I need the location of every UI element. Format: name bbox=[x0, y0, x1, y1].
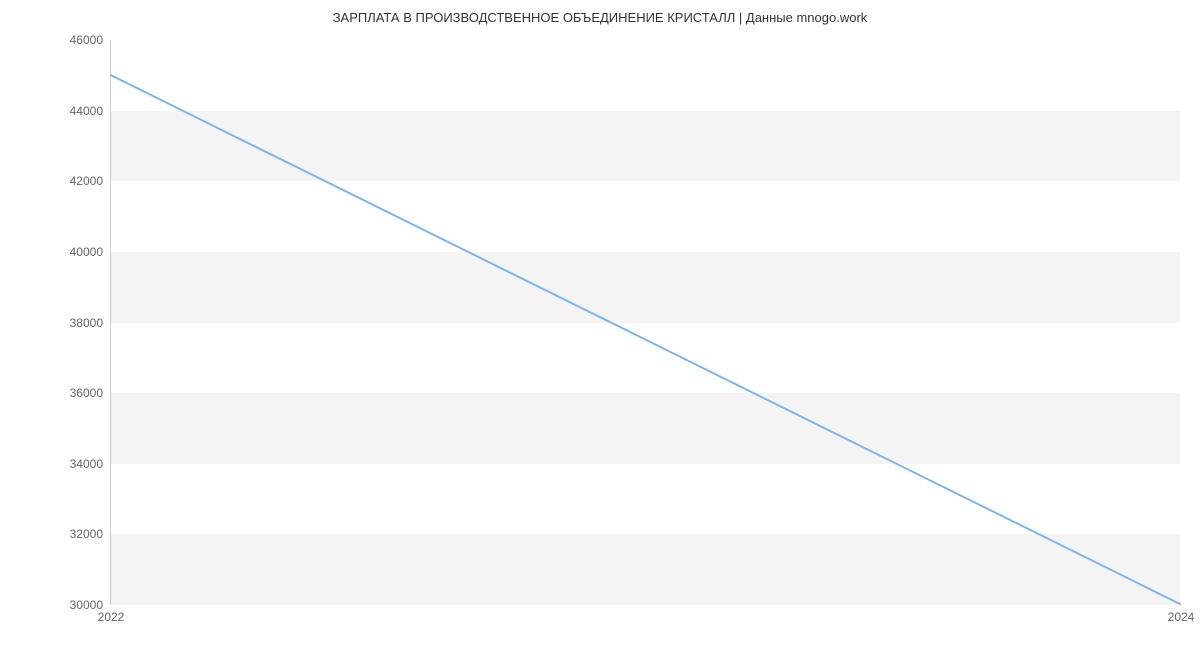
chart-title: ЗАРПЛАТА В ПРОИЗВОДСТВЕННОЕ ОБЪЕДИНЕНИЕ … bbox=[0, 10, 1200, 25]
series-line bbox=[111, 75, 1180, 604]
y-tick-label: 38000 bbox=[70, 316, 103, 330]
x-tick-label: 2022 bbox=[98, 610, 125, 624]
y-tick-label: 34000 bbox=[70, 457, 103, 471]
y-tick-label: 32000 bbox=[70, 527, 103, 541]
line-layer bbox=[111, 40, 1180, 604]
y-tick-label: 42000 bbox=[70, 174, 103, 188]
y-tick-label: 36000 bbox=[70, 386, 103, 400]
x-tick-label: 2024 bbox=[1168, 610, 1195, 624]
y-tick-label: 40000 bbox=[70, 245, 103, 259]
y-tick-label: 44000 bbox=[70, 104, 103, 118]
y-tick-label: 46000 bbox=[70, 33, 103, 47]
plot-area: 3000032000340003600038000400004200044000… bbox=[110, 40, 1180, 605]
